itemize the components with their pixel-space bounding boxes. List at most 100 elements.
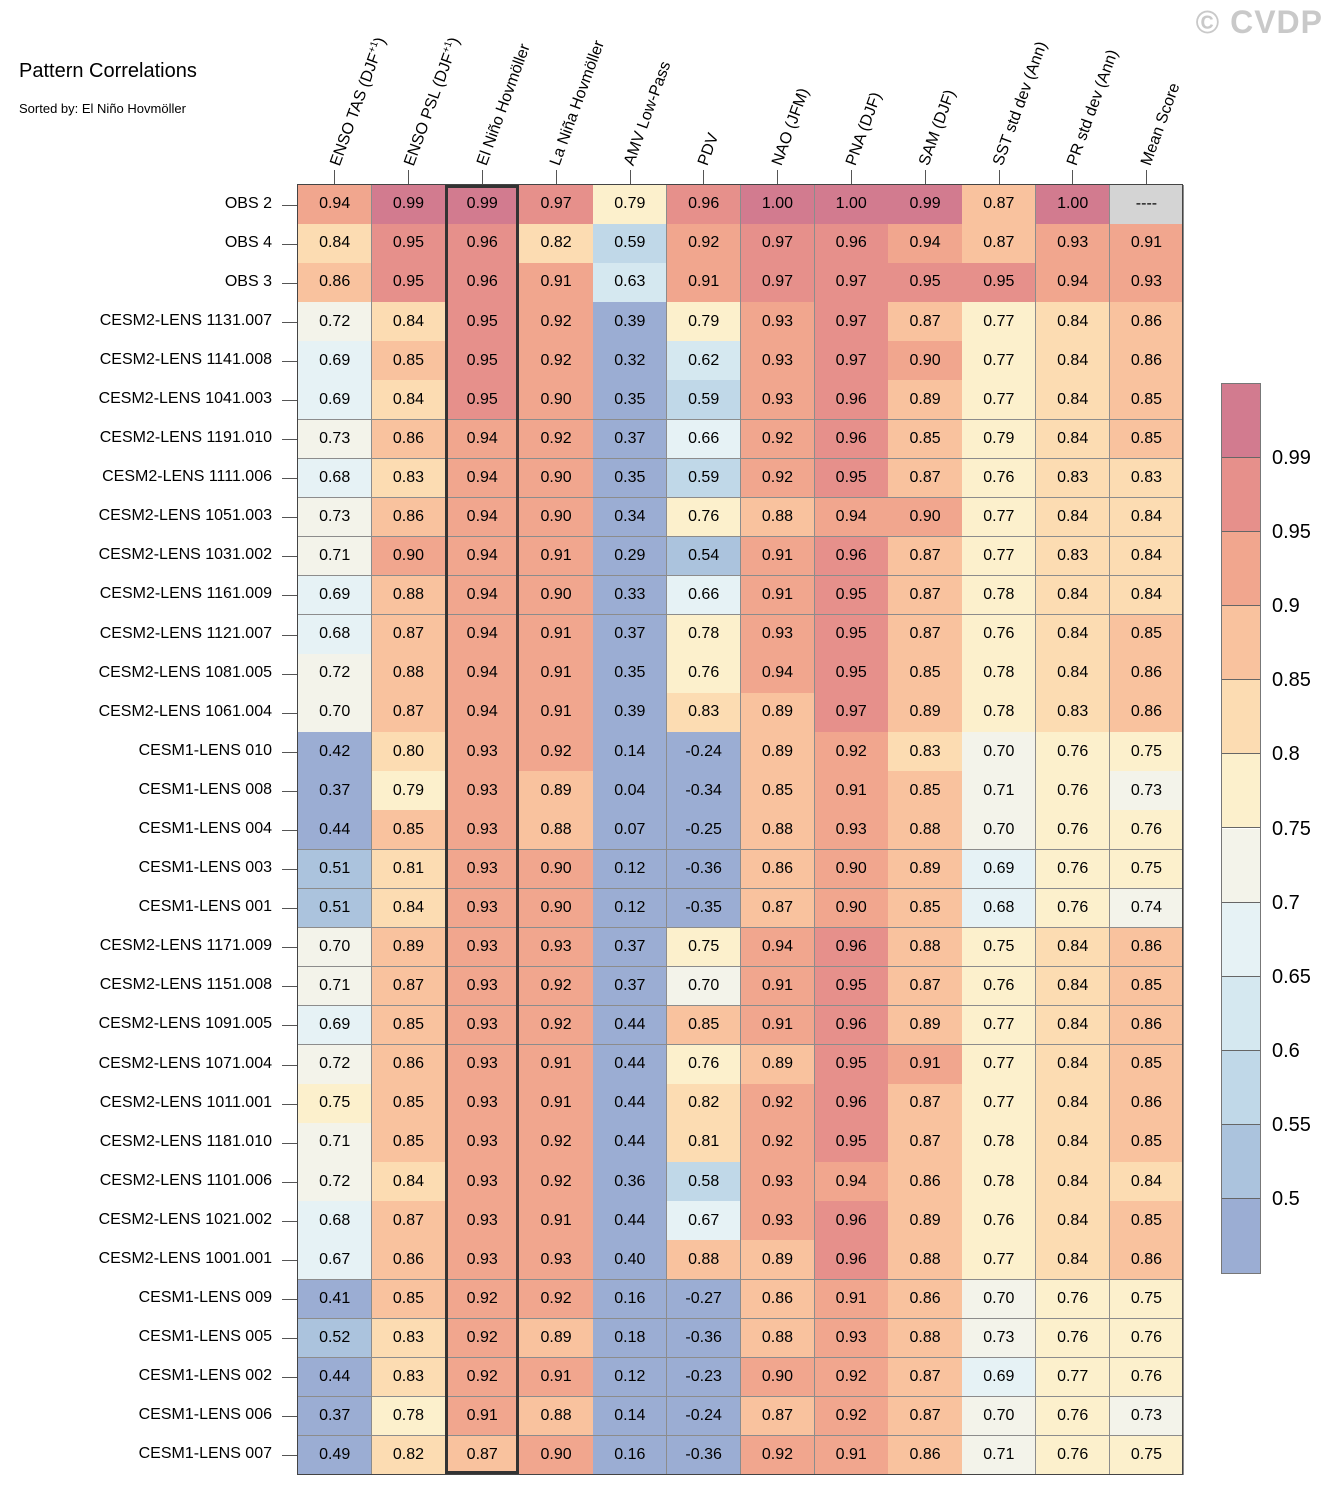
colorbar-tick-label: 0.8: [1272, 743, 1300, 766]
heatmap-cell: 0.86: [371, 419, 447, 460]
row-label: OBS 4: [224, 233, 272, 251]
heatmap-cell: 0.37: [298, 771, 373, 811]
heatmap-cell: 0.94: [740, 654, 816, 694]
heatmap-cell: 0.81: [667, 1123, 742, 1163]
heatmap-cell: 0.93: [445, 1123, 520, 1163]
heatmap-cell: 0.91: [519, 654, 594, 694]
heatmap-cell: 0.37: [593, 614, 668, 655]
heatmap-cell: 0.75: [667, 927, 742, 968]
column-label: SAM (DJF): [916, 87, 960, 168]
heatmap-cell: 0.04: [593, 771, 668, 811]
heatmap-cell: 0.92: [519, 419, 594, 460]
column-tick: [1146, 170, 1148, 184]
row-label: OBS 3: [224, 272, 272, 290]
heatmap-cell: 0.94: [445, 419, 520, 460]
heatmap-cell: 0.84: [1036, 497, 1111, 538]
heatmap-cell: -0.36: [667, 849, 742, 890]
heatmap-cell: 0.44: [298, 810, 373, 851]
heatmap-cell: 0.82: [519, 224, 594, 264]
heatmap-cell: 0.75: [1109, 1435, 1185, 1476]
heatmap-cell: 0.75: [1109, 732, 1185, 772]
heatmap-cell: 0.87: [888, 1357, 963, 1398]
heatmap-cell: 0.91: [667, 263, 742, 303]
heatmap-cell: 0.94: [888, 224, 963, 264]
heatmap-cell: 0.93: [814, 810, 889, 851]
heatmap-cell: 0.96: [814, 1005, 889, 1046]
heatmap-cell: 0.93: [519, 1240, 594, 1280]
heatmap-cell: 0.90: [814, 849, 889, 890]
row-tick: [282, 712, 297, 714]
heatmap-cell: 0.84: [371, 380, 447, 421]
colorbar-tick-label: 0.5: [1272, 1187, 1300, 1210]
heatmap-cell: 0.68: [962, 888, 1037, 929]
heatmap-cell: 0.88: [888, 927, 963, 968]
heatmap-cell: 0.70: [962, 810, 1037, 851]
heatmap-cell: 0.16: [593, 1279, 668, 1320]
heatmap-cell: 0.92: [740, 458, 816, 499]
column-tick: [998, 170, 1000, 184]
heatmap-cell: 0.78: [962, 1123, 1037, 1163]
heatmap-cell: 0.89: [740, 1240, 816, 1280]
column-tick: [924, 170, 926, 184]
row-label: CESM2-LENS 1151.008: [99, 976, 272, 994]
heatmap-cell: 0.88: [667, 1240, 742, 1280]
heatmap-cell: 0.86: [1109, 302, 1185, 342]
colorbar-segment: [1222, 754, 1260, 829]
heatmap-cell: 0.94: [445, 536, 520, 577]
heatmap-cell: 0.86: [371, 1240, 447, 1280]
heatmap-cell: 0.88: [740, 1318, 816, 1359]
heatmap-cell: 0.95: [371, 224, 447, 264]
heatmap-cell: 0.97: [740, 263, 816, 303]
heatmap-cell: 0.88: [371, 654, 447, 694]
heatmap-cell: 0.44: [593, 1005, 668, 1046]
heatmap-cell: 0.87: [888, 575, 963, 616]
colorbar-segment: [1222, 902, 1260, 977]
heatmap-cell: 0.71: [298, 536, 373, 577]
heatmap-cell: 0.36: [593, 1162, 668, 1202]
heatmap-cell: 0.70: [962, 1279, 1037, 1320]
heatmap-cell: 0.89: [740, 693, 816, 733]
heatmap-cell: 0.73: [298, 419, 373, 460]
heatmap-cell: 0.92: [519, 1123, 594, 1163]
row-tick: [282, 1416, 297, 1418]
heatmap-cell: 0.85: [1109, 614, 1185, 655]
heatmap-cell: 0.95: [888, 263, 963, 303]
heatmap-cell: 0.29: [593, 536, 668, 577]
heatmap-cell: 0.69: [298, 341, 373, 381]
heatmap-cell: 0.66: [667, 575, 742, 616]
heatmap-cell: 0.81: [371, 849, 447, 890]
heatmap-cell: 0.93: [445, 1084, 520, 1124]
heatmap-cell: 0.35: [593, 458, 668, 499]
heatmap-cell: 0.85: [1109, 419, 1185, 460]
heatmap-cell: -0.24: [667, 1396, 742, 1437]
heatmap-cell: 0.97: [740, 224, 816, 264]
heatmap-cell: 0.14: [593, 1396, 668, 1437]
heatmap-cell: 0.91: [519, 263, 594, 303]
heatmap-cell: 0.86: [371, 497, 447, 538]
heatmap-cell: 0.74: [1109, 888, 1185, 929]
row-label: CESM1-LENS 009: [138, 1289, 272, 1307]
heatmap-cell: 0.87: [740, 888, 816, 929]
colorbar-segment: [1222, 1124, 1260, 1199]
heatmap-cell: 0.85: [888, 419, 963, 460]
heatmap-cell: 0.33: [593, 575, 668, 616]
column-label: ENSO PSL (DJF+1): [400, 35, 464, 169]
row-label: CESM1-LENS 001: [138, 898, 272, 916]
heatmap-cell: 0.85: [667, 1005, 742, 1046]
heatmap-cell: 0.91: [888, 1044, 963, 1085]
heatmap-cell: 0.77: [962, 1084, 1037, 1124]
row-label: CESM1-LENS 010: [138, 741, 272, 759]
heatmap-cell: 0.85: [1109, 1044, 1185, 1085]
heatmap-cell: -0.34: [667, 771, 742, 811]
heatmap-cell: 0.91: [519, 536, 594, 577]
heatmap-cell: 0.78: [371, 1396, 447, 1437]
heatmap-cell: 0.78: [962, 693, 1037, 733]
heatmap-cell: 0.85: [1109, 966, 1185, 1007]
heatmap-cell: 0.85: [1109, 380, 1185, 421]
heatmap-cell: 0.84: [1109, 536, 1185, 577]
heatmap-cell: 0.96: [667, 185, 742, 225]
heatmap-cell: 0.82: [667, 1084, 742, 1124]
heatmap-cell: 0.69: [298, 1005, 373, 1046]
row-label: CESM2-LENS 1081.005: [98, 663, 272, 681]
row-label: CESM1-LENS 005: [138, 1328, 272, 1346]
